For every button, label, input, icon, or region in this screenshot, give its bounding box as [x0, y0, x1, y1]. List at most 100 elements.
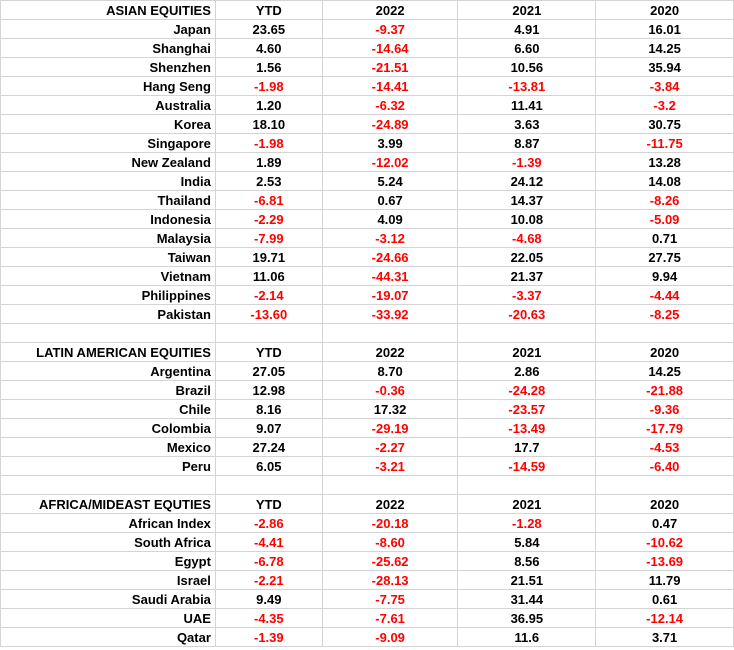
market-name-cell[interactable]: Philippines: [0, 285, 216, 305]
return-value-cell[interactable]: -10.62: [595, 532, 734, 552]
return-value-cell[interactable]: 3.71: [595, 627, 734, 647]
market-name-cell[interactable]: Shenzhen: [0, 57, 216, 77]
return-value-cell[interactable]: 2.86: [457, 361, 597, 381]
return-value-cell[interactable]: 14.08: [595, 171, 734, 191]
return-value-cell[interactable]: -14.41: [321, 76, 459, 96]
empty-cell[interactable]: [321, 475, 459, 495]
return-value-cell[interactable]: -6.32: [321, 95, 459, 115]
return-value-cell[interactable]: -24.89: [321, 114, 459, 134]
empty-cell[interactable]: [457, 475, 597, 495]
market-name-cell[interactable]: New Zealand: [0, 152, 216, 172]
return-value-cell[interactable]: -2.21: [214, 570, 323, 590]
return-value-cell[interactable]: -4.35: [214, 608, 323, 628]
return-value-cell[interactable]: -2.14: [214, 285, 323, 305]
market-name-cell[interactable]: Argentina: [0, 361, 216, 381]
market-name-cell[interactable]: Saudi Arabia: [0, 589, 216, 609]
market-name-cell[interactable]: India: [0, 171, 216, 191]
return-value-cell[interactable]: -24.28: [457, 380, 597, 400]
return-value-cell[interactable]: -24.66: [321, 247, 459, 267]
market-name-cell[interactable]: Singapore: [0, 133, 216, 153]
return-value-cell[interactable]: 12.98: [214, 380, 323, 400]
return-value-cell[interactable]: 8.87: [457, 133, 597, 153]
return-value-cell[interactable]: -3.21: [321, 456, 459, 476]
return-value-cell[interactable]: 2.53: [214, 171, 323, 191]
return-value-cell[interactable]: -1.28: [457, 513, 597, 533]
return-value-cell[interactable]: 16.01: [595, 19, 734, 39]
return-value-cell[interactable]: -28.13: [321, 570, 459, 590]
return-value-cell[interactable]: 11.79: [595, 570, 734, 590]
return-value-cell[interactable]: -7.75: [321, 589, 459, 609]
market-name-cell[interactable]: Mexico: [0, 437, 216, 457]
return-value-cell[interactable]: -3.2: [595, 95, 734, 115]
section-title-cell[interactable]: AFRICA/MIDEAST EQUTIES: [0, 494, 216, 514]
return-value-cell[interactable]: 11.6: [457, 627, 597, 647]
return-value-cell[interactable]: -8.25: [595, 304, 734, 324]
column-header-cell[interactable]: 2021: [457, 0, 597, 20]
empty-cell[interactable]: [214, 475, 323, 495]
return-value-cell[interactable]: -12.14: [595, 608, 734, 628]
return-value-cell[interactable]: 24.12: [457, 171, 597, 191]
return-value-cell[interactable]: -1.98: [214, 133, 323, 153]
market-name-cell[interactable]: Thailand: [0, 190, 216, 210]
return-value-cell[interactable]: -13.49: [457, 418, 597, 438]
empty-cell[interactable]: [0, 475, 216, 495]
return-value-cell[interactable]: -14.64: [321, 38, 459, 58]
market-name-cell[interactable]: Hang Seng: [0, 76, 216, 96]
empty-cell[interactable]: [214, 323, 323, 343]
return-value-cell[interactable]: 17.32: [321, 399, 459, 419]
return-value-cell[interactable]: 14.25: [595, 361, 734, 381]
market-name-cell[interactable]: Malaysia: [0, 228, 216, 248]
column-header-cell[interactable]: 2021: [457, 342, 597, 362]
return-value-cell[interactable]: -4.68: [457, 228, 597, 248]
return-value-cell[interactable]: 14.25: [595, 38, 734, 58]
return-value-cell[interactable]: -4.53: [595, 437, 734, 457]
return-value-cell[interactable]: -20.63: [457, 304, 597, 324]
return-value-cell[interactable]: 6.60: [457, 38, 597, 58]
return-value-cell[interactable]: 21.37: [457, 266, 597, 286]
column-header-cell[interactable]: YTD: [214, 0, 323, 20]
return-value-cell[interactable]: 19.71: [214, 247, 323, 267]
return-value-cell[interactable]: 5.84: [457, 532, 597, 552]
column-header-cell[interactable]: 2021: [457, 494, 597, 514]
return-value-cell[interactable]: -29.19: [321, 418, 459, 438]
return-value-cell[interactable]: -1.98: [214, 76, 323, 96]
return-value-cell[interactable]: 36.95: [457, 608, 597, 628]
market-name-cell[interactable]: Colombia: [0, 418, 216, 438]
return-value-cell[interactable]: 1.56: [214, 57, 323, 77]
return-value-cell[interactable]: 23.65: [214, 19, 323, 39]
market-name-cell[interactable]: Australia: [0, 95, 216, 115]
return-value-cell[interactable]: 8.70: [321, 361, 459, 381]
return-value-cell[interactable]: 22.05: [457, 247, 597, 267]
return-value-cell[interactable]: -6.81: [214, 190, 323, 210]
column-header-cell[interactable]: YTD: [214, 494, 323, 514]
empty-cell[interactable]: [595, 323, 734, 343]
return-value-cell[interactable]: 5.24: [321, 171, 459, 191]
return-value-cell[interactable]: -13.81: [457, 76, 597, 96]
return-value-cell[interactable]: 6.05: [214, 456, 323, 476]
return-value-cell[interactable]: -0.36: [321, 380, 459, 400]
return-value-cell[interactable]: -17.79: [595, 418, 734, 438]
return-value-cell[interactable]: -1.39: [214, 627, 323, 647]
return-value-cell[interactable]: -1.39: [457, 152, 597, 172]
section-title-cell[interactable]: ASIAN EQUITIES: [0, 0, 216, 20]
return-value-cell[interactable]: 27.05: [214, 361, 323, 381]
return-value-cell[interactable]: 4.91: [457, 19, 597, 39]
column-header-cell[interactable]: 2022: [321, 494, 459, 514]
return-value-cell[interactable]: -23.57: [457, 399, 597, 419]
return-value-cell[interactable]: 0.67: [321, 190, 459, 210]
section-title-cell[interactable]: LATIN AMERICAN EQUITIES: [0, 342, 216, 362]
market-name-cell[interactable]: UAE: [0, 608, 216, 628]
return-value-cell[interactable]: -8.60: [321, 532, 459, 552]
return-value-cell[interactable]: -33.92: [321, 304, 459, 324]
market-name-cell[interactable]: Vietnam: [0, 266, 216, 286]
return-value-cell[interactable]: -11.75: [595, 133, 734, 153]
return-value-cell[interactable]: -21.88: [595, 380, 734, 400]
return-value-cell[interactable]: -9.09: [321, 627, 459, 647]
return-value-cell[interactable]: 13.28: [595, 152, 734, 172]
market-name-cell[interactable]: Brazil: [0, 380, 216, 400]
return-value-cell[interactable]: -8.26: [595, 190, 734, 210]
return-value-cell[interactable]: 3.63: [457, 114, 597, 134]
return-value-cell[interactable]: 10.08: [457, 209, 597, 229]
return-value-cell[interactable]: 1.89: [214, 152, 323, 172]
return-value-cell[interactable]: -4.41: [214, 532, 323, 552]
